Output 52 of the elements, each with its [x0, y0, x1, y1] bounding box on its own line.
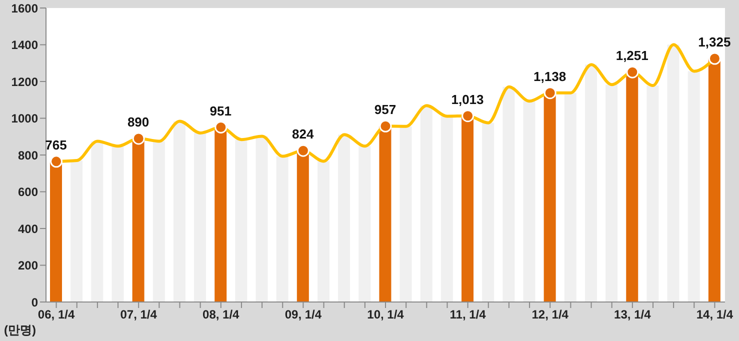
bar [70, 160, 83, 302]
y-tick-label: 1400 [11, 38, 38, 52]
data-label: 1,138 [534, 68, 566, 84]
data-label: 765 [45, 137, 67, 152]
data-label: 890 [127, 114, 150, 130]
bar [338, 134, 350, 302]
y-tick-label: 400 [18, 222, 38, 236]
data-label: 1,325 [698, 34, 731, 50]
y-tick-label: 0 [31, 295, 38, 310]
bar [564, 92, 576, 302]
bar [400, 126, 412, 302]
x-tick-label: 13, 1/4 [614, 308, 652, 322]
x-tick-label: 08, 1/4 [202, 308, 240, 322]
bar [440, 116, 453, 302]
x-tick-label: 11, 1/4 [450, 308, 486, 322]
bar [152, 141, 165, 302]
data-label: 1,251 [616, 48, 648, 64]
x-tick-label: 07, 1/4 [120, 308, 158, 322]
bar [420, 106, 432, 302]
x-tick-label: 12, 1/4 [532, 308, 569, 322]
data-label: 824 [292, 126, 315, 142]
x-tick-label: 09, 1/4 [284, 308, 322, 322]
bar [646, 86, 659, 302]
y-axis-title: (만명) [4, 323, 36, 337]
y-tick-label: 600 [18, 185, 38, 200]
x-tick-label: 06, 1/4 [38, 308, 75, 322]
data-label: 951 [210, 103, 232, 118]
bar [482, 122, 494, 302]
bar [502, 86, 515, 302]
bar [194, 132, 206, 302]
bar [235, 140, 248, 302]
bar [317, 161, 330, 302]
data-label: 1,013 [451, 92, 484, 107]
y-tick-label: 1000 [11, 112, 38, 126]
bar [523, 101, 536, 302]
bar [256, 136, 268, 302]
y-tick-label: 1600 [11, 1, 38, 16]
bar [112, 146, 124, 302]
bar [358, 146, 371, 302]
data-label: 957 [374, 102, 396, 118]
bar [606, 84, 618, 302]
x-tick-label: 14, 1/4 [696, 308, 734, 322]
bar [276, 156, 288, 302]
y-tick-label: 200 [18, 258, 38, 273]
bar [667, 44, 680, 302]
bar [688, 71, 700, 302]
bar [173, 121, 186, 302]
y-tick-label: 800 [18, 148, 38, 162]
x-tick-label: 10, 1/4 [367, 308, 404, 322]
bar [91, 141, 104, 302]
bar [584, 64, 597, 302]
y-tick-label: 1200 [11, 74, 38, 89]
